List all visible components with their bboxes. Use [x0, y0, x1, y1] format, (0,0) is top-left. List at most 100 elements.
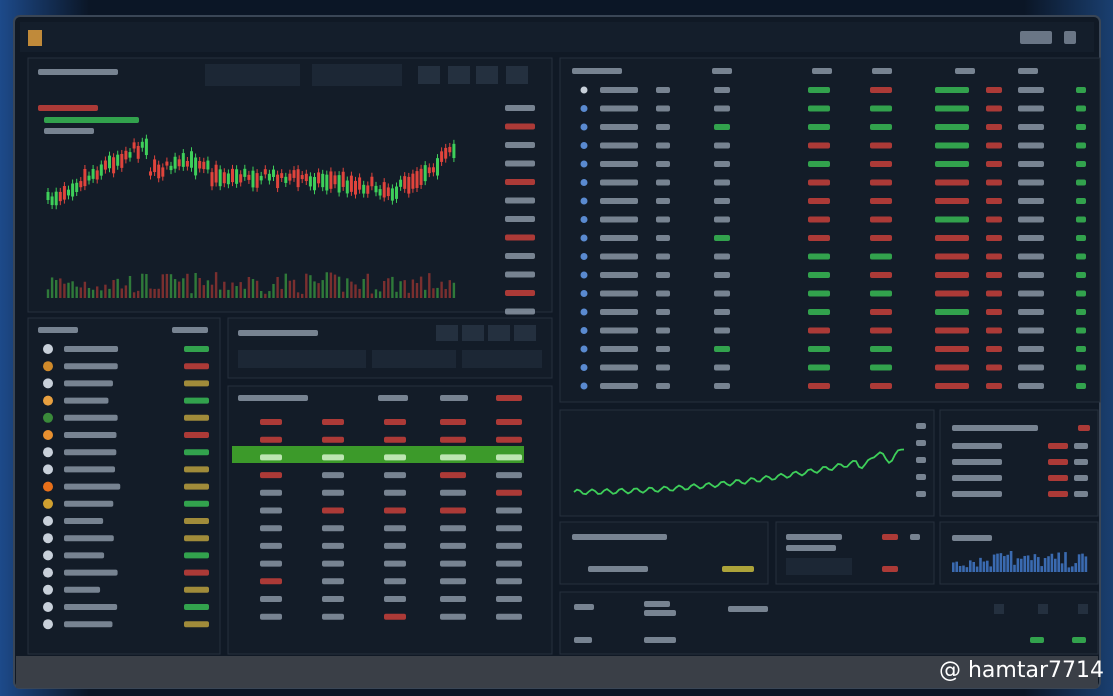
tool-button	[436, 325, 458, 341]
tool-button	[514, 325, 536, 341]
volume-bar	[342, 291, 345, 298]
placeholder-text	[935, 290, 969, 297]
placeholder-text	[440, 489, 466, 496]
volume-bar	[124, 285, 128, 298]
toolbar-button[interactable]	[1020, 31, 1052, 44]
placeholder-text	[184, 586, 209, 593]
placeholder-text	[44, 128, 94, 134]
candle-body	[292, 170, 296, 178]
mini-bar	[1023, 555, 1026, 572]
placeholder-text	[870, 142, 892, 149]
toolbar-button[interactable]	[1064, 31, 1076, 44]
placeholder-text	[952, 425, 1038, 431]
volume-bar	[202, 285, 205, 298]
coin-icon	[43, 584, 53, 595]
volume-bar	[350, 281, 353, 298]
placeholder-text	[322, 525, 344, 532]
placeholder-text	[600, 105, 638, 112]
candle-body	[87, 175, 91, 181]
placeholder-text	[600, 161, 638, 167]
placeholder-text	[1074, 459, 1088, 465]
placeholder-text	[714, 253, 730, 260]
placeholder-text	[986, 383, 1002, 389]
candle-body	[124, 150, 128, 160]
volume-bar	[424, 289, 427, 298]
placeholder-text	[260, 560, 282, 567]
volume-bar	[305, 273, 308, 298]
placeholder-text	[600, 383, 638, 389]
placeholder-text	[712, 68, 732, 74]
volume-bar	[366, 273, 369, 298]
placeholder-text	[714, 327, 730, 334]
placeholder-text	[600, 364, 638, 371]
volume-bar	[100, 290, 103, 298]
mini-bar	[1047, 556, 1050, 572]
coin-icon	[43, 550, 53, 561]
placeholder-text	[870, 346, 892, 352]
placeholder-text	[935, 216, 969, 223]
candle-body	[218, 169, 222, 187]
placeholder-text	[656, 198, 670, 204]
candle-body	[99, 164, 103, 176]
candle-body	[91, 168, 95, 179]
candle-body	[317, 172, 321, 184]
placeholder-text	[1018, 124, 1044, 130]
placeholder-text	[496, 489, 522, 496]
volume-bar	[59, 278, 62, 298]
placeholder-text	[808, 290, 830, 297]
placeholder-text	[505, 271, 535, 278]
volume-bar	[116, 278, 119, 298]
placeholder-text	[656, 364, 670, 371]
coin-icon	[43, 533, 53, 544]
placeholder-text	[656, 272, 670, 278]
input-box	[238, 350, 366, 368]
candle-body	[378, 189, 382, 196]
placeholder-text	[812, 68, 832, 74]
mini-bar	[969, 560, 972, 572]
candle-body	[132, 142, 136, 149]
volume-bar	[91, 289, 95, 298]
price-line	[573, 448, 905, 496]
candle-body	[349, 175, 353, 192]
placeholder-text	[440, 542, 466, 549]
placeholder-text	[714, 161, 730, 167]
candle-body	[440, 151, 444, 162]
volume-bar	[198, 277, 201, 298]
candle-body	[169, 165, 173, 171]
tool-button	[462, 325, 484, 341]
mini-bar	[1026, 555, 1030, 572]
placeholder-text	[1076, 198, 1086, 204]
candle-body	[202, 161, 206, 170]
mini-bar	[1081, 553, 1084, 572]
placeholder-text	[986, 87, 1002, 93]
placeholder-text	[260, 613, 282, 620]
candle-body	[423, 165, 427, 182]
candle-body	[185, 161, 189, 167]
placeholder-text	[870, 105, 892, 112]
volume-bar	[301, 293, 304, 298]
placeholder-text	[600, 346, 638, 352]
placeholder-text	[714, 364, 730, 371]
mini-bar	[986, 560, 989, 572]
mini-bar	[1006, 554, 1009, 572]
placeholder-text	[64, 380, 113, 387]
volume-bar	[255, 280, 259, 298]
mini-bar	[1030, 560, 1033, 572]
placeholder-text	[986, 327, 1002, 334]
placeholder-text	[384, 489, 406, 496]
placeholder-text	[1074, 491, 1088, 497]
volume-bar	[452, 282, 456, 298]
placeholder-text	[600, 327, 638, 334]
placeholder-text	[935, 124, 969, 130]
coin-icon	[580, 327, 588, 334]
placeholder-text	[440, 525, 466, 532]
placeholder-text	[384, 596, 406, 602]
candle-body	[395, 186, 398, 199]
volume-bar	[235, 286, 238, 298]
placeholder-text	[1018, 272, 1044, 278]
placeholder-text	[505, 308, 535, 315]
mini-bar	[955, 561, 958, 572]
placeholder-text	[935, 142, 969, 149]
placeholder-text	[505, 234, 535, 241]
